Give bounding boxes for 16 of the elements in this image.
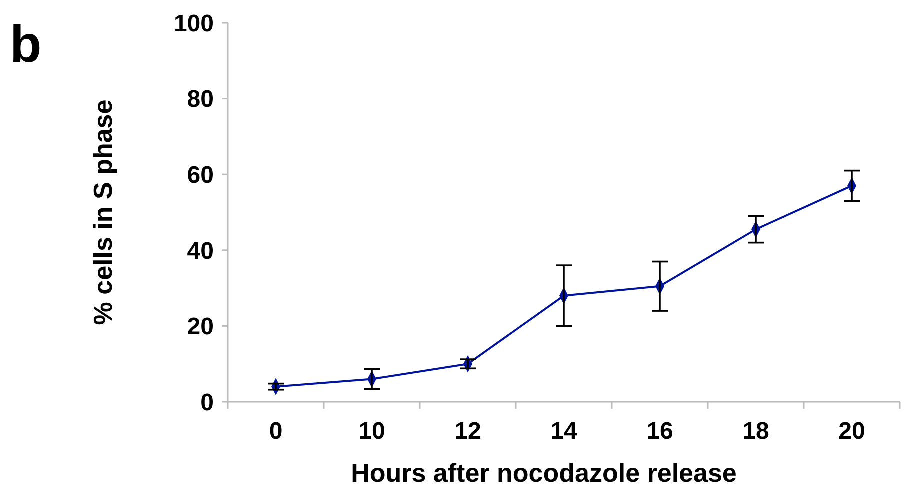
x-tick-label: 14 [550,418,578,445]
y-tick-label: 40 [187,238,214,265]
x-axis-title: Hours after nocodazole release [351,458,737,488]
y-tick-label: 80 [187,86,214,114]
y-tick-label: 100 [174,10,214,38]
text: b [10,16,42,74]
x-tick-label: 10 [358,418,386,445]
x-tick-label: 0 [269,418,283,445]
y-tick-label: 20 [187,314,214,341]
x-tick-label: 12 [454,418,482,445]
y-axis-title: % cells in S phase [88,100,118,326]
x-tick-label: 16 [646,418,674,445]
y-tick-label: 60 [187,162,214,189]
x-tick-label: 18 [742,418,770,445]
y-tick-label: 0 [200,389,214,416]
x-tick-label: 20 [838,418,866,445]
